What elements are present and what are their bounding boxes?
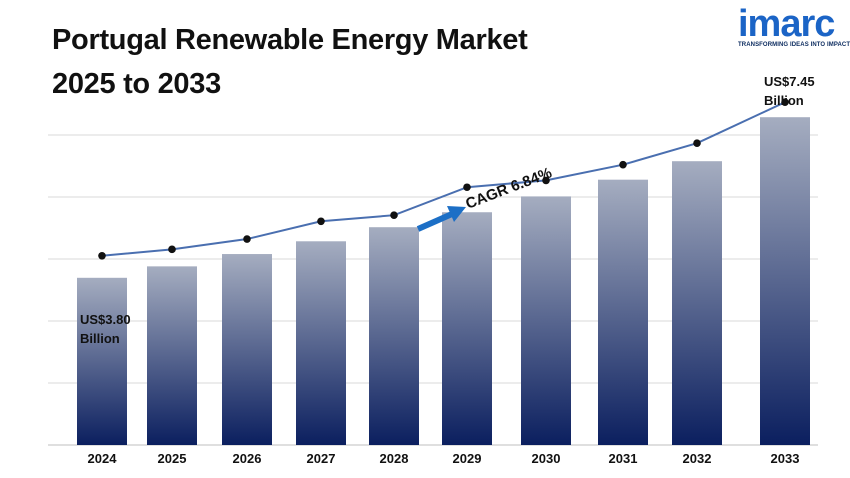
bars [77,117,810,445]
trend-line [98,98,789,260]
bar-2027 [296,241,346,445]
title-line-2: 2025 to 2033 [52,68,221,100]
cagr-arrow-icon [416,206,466,232]
x-tick-label: 2026 [233,451,262,466]
bar-2031 [598,179,648,445]
trend-point-2024 [98,252,106,260]
imarc-logo: imarc TRANSFORMING IDEAS INTO IMPACT [738,3,850,48]
x-tick-label: 2028 [380,451,409,466]
start-unit-label: Billion [80,331,120,346]
x-tick-label: 2029 [453,451,482,466]
logo-tagline: TRANSFORMING IDEAS INTO IMPACT [738,42,850,48]
trend-polyline [101,101,786,257]
bar-2030 [521,196,571,445]
x-axis-labels: 2024 2025 2026 2027 2028 2029 2030 2031 2032 2033 [88,451,800,466]
x-tick-label: 2031 [609,451,638,466]
trend-point-2028 [390,211,398,219]
trend-point-2033 [781,98,789,106]
x-tick-label: 2024 [88,451,118,466]
trend-point-2027 [317,217,325,226]
bar-2029 [442,212,492,445]
title-line-1: Portugal Renewable Energy Market [52,24,528,56]
chart-title: Portugal Renewable Energy Market 2025 to… [52,18,528,106]
trend-point-2025 [168,245,176,254]
bar-2025 [147,266,197,445]
trend-point-2031 [619,160,627,169]
x-tick-label: 2032 [683,451,712,466]
logo-wordmark: imarc [738,3,835,45]
end-value-label: US$7.45 [764,74,815,89]
end-unit-label: Billion [764,93,804,108]
bar-2026 [222,254,272,445]
trend-point-2030 [542,176,550,185]
start-value-label: US$3.80 [80,312,131,327]
bar-2024 [77,277,127,445]
trend-point-2032 [693,139,701,147]
x-tick-label: 2025 [158,451,187,466]
trend-point-2029 [463,183,471,192]
bar-2032 [672,161,722,445]
trend-point-2026 [243,235,251,243]
x-tick-label: 2030 [532,451,561,466]
bar-2033 [760,117,810,445]
x-tick-label: 2027 [307,451,336,466]
x-tick-label: 2033 [771,451,800,466]
bar-2028 [369,227,419,445]
